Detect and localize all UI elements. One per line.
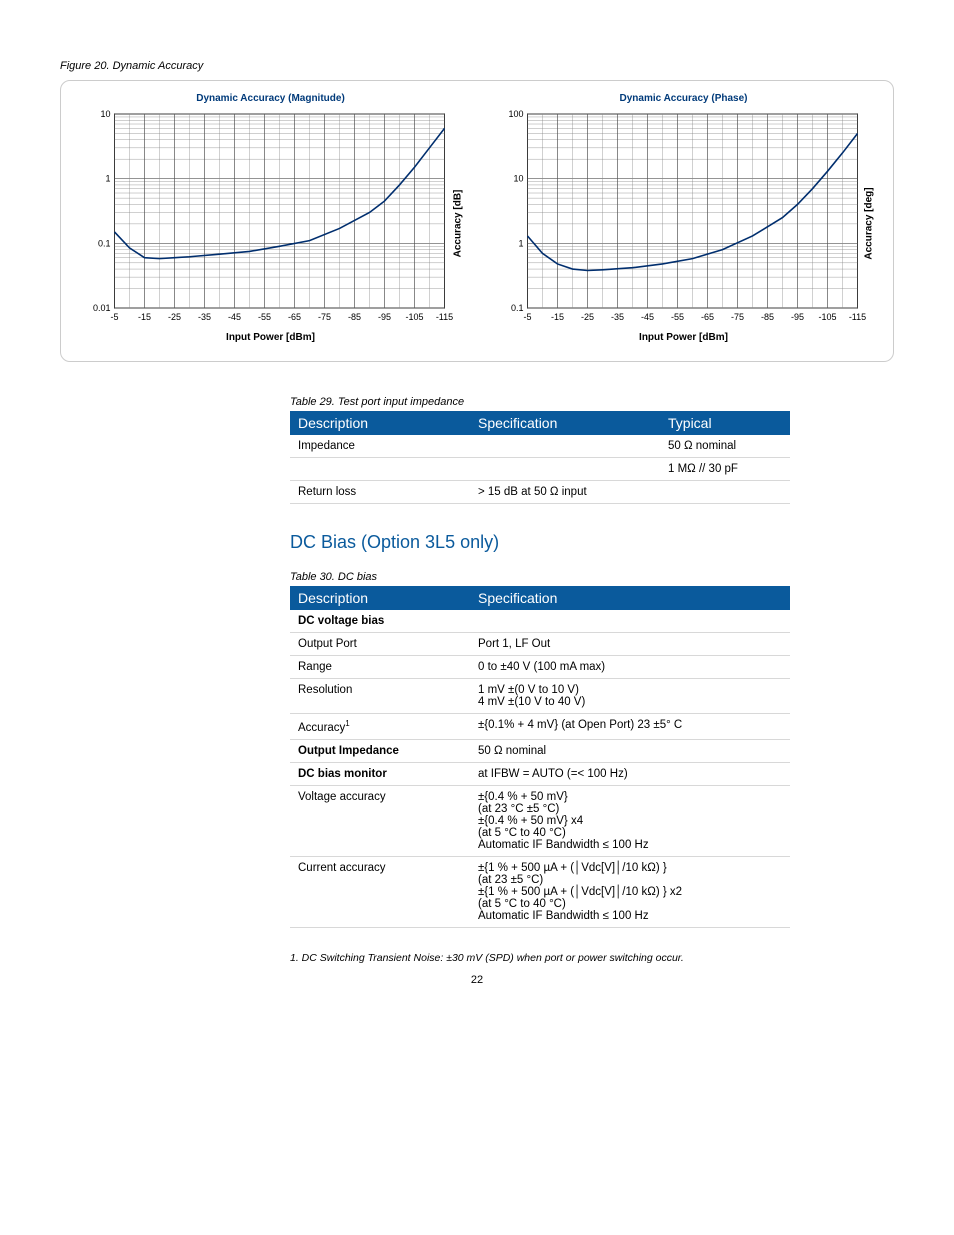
figure-caption: Figure 20. Dynamic Accuracy	[60, 60, 894, 72]
svg-text:-95: -95	[378, 312, 391, 322]
svg-text:-115: -115	[849, 312, 866, 322]
chart-title-left: Dynamic Accuracy (Magnitude)	[71, 93, 470, 104]
table-cell: Return loss	[290, 481, 470, 504]
table29-caption: Table 29. Test port input impedance	[290, 396, 894, 408]
table-cell-desc: Resolution	[290, 679, 470, 714]
table-row: Output Impedance50 Ω nominal	[290, 739, 790, 762]
table-row: DC voltage bias	[290, 610, 790, 633]
table-row: Current accuracy±{1 % + 500 µA + (│Vdc[V…	[290, 856, 790, 927]
svg-text:-75: -75	[731, 312, 744, 322]
table-row: Voltage accuracy±{0.4 % + 50 mV}(at 23 °…	[290, 785, 790, 856]
table-header: Description	[290, 586, 470, 610]
table-30: DescriptionSpecificationDC voltage biasO…	[290, 586, 790, 928]
table-header: Specification	[470, 411, 660, 435]
table-cell	[470, 435, 660, 458]
table-29: DescriptionSpecificationTypicalImpedance…	[290, 411, 790, 504]
svg-text:-95: -95	[791, 312, 804, 322]
table-row: 1 MΩ // 30 pF	[290, 458, 790, 481]
svg-text:-15: -15	[551, 312, 564, 322]
table-row: DC bias monitorat IFBW = AUTO (=< 100 Hz…	[290, 762, 790, 785]
svg-text:-105: -105	[405, 312, 423, 322]
table-cell-spec	[470, 610, 790, 633]
table-cell: Impedance	[290, 435, 470, 458]
chart-svg-left: 0.01 0.1 1 10 -5 -15 -25 -35 -45 -55 -65 -75 -85 -95 -…	[71, 108, 470, 328]
svg-text:-5: -5	[110, 312, 118, 322]
table-cell	[660, 481, 790, 504]
chart-title-right: Dynamic Accuracy (Phase)	[484, 93, 883, 104]
table-cell: > 15 dB at 50 Ω input	[470, 481, 660, 504]
svg-text:-65: -65	[701, 312, 714, 322]
table-row: Range0 to ±40 V (100 mA max)	[290, 656, 790, 679]
svg-text:-55: -55	[671, 312, 684, 322]
table-row: Resolution1 mV ±(0 V to 10 V)4 mV ±(10 V…	[290, 679, 790, 714]
table-cell	[290, 458, 470, 481]
svg-text:1: 1	[518, 238, 523, 248]
ylabel-right: Accuracy [deg]	[863, 187, 874, 259]
table-cell-spec: ±{1 % + 500 µA + (│Vdc[V]│/10 kΩ) }(at 2…	[470, 856, 790, 927]
svg-text:0.01: 0.01	[93, 303, 111, 313]
svg-text:-75: -75	[318, 312, 331, 322]
content-column: Table 29. Test port input impedance Desc…	[290, 396, 894, 928]
table-cell-spec: Port 1, LF Out	[470, 633, 790, 656]
chart-phase: Dynamic Accuracy (Phase) 0.1 1 10 100 -5 -15 -…	[484, 93, 883, 343]
svg-text:100: 100	[508, 109, 523, 119]
svg-text:-35: -35	[611, 312, 624, 322]
table-cell-desc: DC voltage bias	[290, 610, 470, 633]
table-header: Typical	[660, 411, 790, 435]
svg-text:-25: -25	[168, 312, 181, 322]
svg-text:-45: -45	[228, 312, 241, 322]
table-cell-desc: Range	[290, 656, 470, 679]
table-cell-spec: at IFBW = AUTO (=< 100 Hz)	[470, 762, 790, 785]
xlabel-left: Input Power [dBm]	[71, 332, 470, 343]
table-cell-spec: ±{0.4 % + 50 mV}(at 23 °C ±5 °C)±{0.4 % …	[470, 785, 790, 856]
table-cell-spec: 0 to ±40 V (100 mA max)	[470, 656, 790, 679]
table-cell-desc: Output Impedance	[290, 739, 470, 762]
ylabel-left: Accuracy [dB]	[453, 190, 464, 258]
table30-caption: Table 30. DC bias	[290, 571, 894, 583]
table-cell-desc: Accuracy1	[290, 714, 470, 740]
table-cell-spec: 50 Ω nominal	[470, 739, 790, 762]
table-row: Accuracy1±{0.1% + 4 mV} (at Open Port) 2…	[290, 714, 790, 740]
svg-text:-65: -65	[288, 312, 301, 322]
table-cell-desc: Current accuracy	[290, 856, 470, 927]
table-cell: 50 Ω nominal	[660, 435, 790, 458]
table-cell-desc: Output Port	[290, 633, 470, 656]
svg-text:-115: -115	[436, 312, 453, 322]
svg-text:0.1: 0.1	[511, 303, 524, 313]
svg-text:-85: -85	[761, 312, 774, 322]
table-header: Specification	[470, 586, 790, 610]
footnote-1: 1. DC Switching Transient Noise: ±30 mV …	[290, 952, 894, 964]
table-header: Description	[290, 411, 470, 435]
svg-text:10: 10	[100, 109, 110, 119]
table-cell-desc: DC bias monitor	[290, 762, 470, 785]
svg-text:-85: -85	[348, 312, 361, 322]
svg-text:-45: -45	[641, 312, 654, 322]
table-cell: 1 MΩ // 30 pF	[660, 458, 790, 481]
svg-text:-35: -35	[198, 312, 211, 322]
svg-text:-15: -15	[138, 312, 151, 322]
table-cell-desc: Voltage accuracy	[290, 785, 470, 856]
svg-text:-55: -55	[258, 312, 271, 322]
chart-svg-right: 0.1 1 10 100 -5 -15 -25 -35 -45 -55 -65 -75 -85 -95 -1…	[484, 108, 883, 328]
table-cell	[470, 458, 660, 481]
table-row: Impedance 50 Ω nominal	[290, 435, 790, 458]
page-number: 22	[60, 974, 894, 986]
svg-text:0.1: 0.1	[98, 238, 111, 248]
svg-text:-25: -25	[581, 312, 594, 322]
svg-text:-5: -5	[523, 312, 531, 322]
svg-text:10: 10	[513, 174, 523, 184]
table-row: Return loss> 15 dB at 50 Ω input	[290, 481, 790, 504]
table-cell-spec: ±{0.1% + 4 mV} (at Open Port) 23 ±5° C	[470, 714, 790, 740]
table-row: Output PortPort 1, LF Out	[290, 633, 790, 656]
charts-container: Dynamic Accuracy (Magnitude) 0.01 0.1 1 10 -…	[60, 80, 894, 362]
table-cell-spec: 1 mV ±(0 V to 10 V)4 mV ±(10 V to 40 V)	[470, 679, 790, 714]
svg-text:1: 1	[105, 174, 110, 184]
section-dc-bias: DC Bias (Option 3L5 only)	[290, 532, 894, 553]
xlabel-right: Input Power [dBm]	[484, 332, 883, 343]
svg-text:-105: -105	[818, 312, 836, 322]
chart-magnitude: Dynamic Accuracy (Magnitude) 0.01 0.1 1 10 -…	[71, 93, 470, 343]
